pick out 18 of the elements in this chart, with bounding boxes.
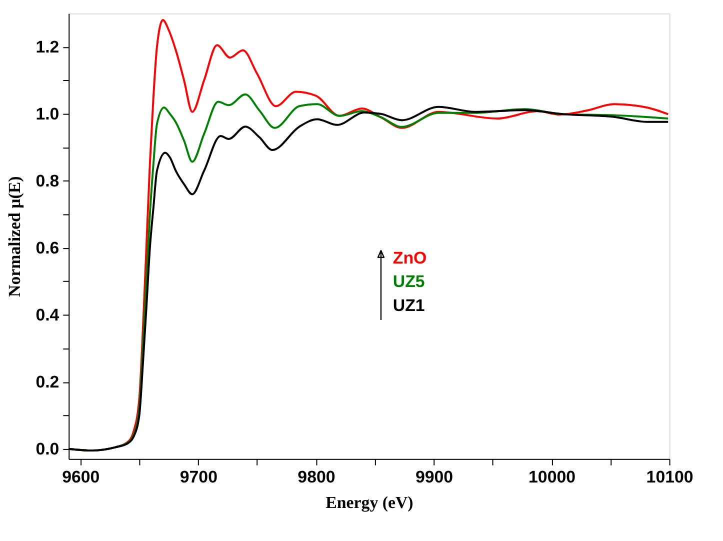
x-tick-label: 10100	[646, 467, 694, 486]
x-axis-title: Energy (eV)	[326, 493, 414, 512]
x-tick-label: 9800	[298, 467, 336, 486]
text: ZnO	[392, 248, 427, 268]
x-tick-label: 9900	[415, 467, 454, 486]
y-tick-label: 1.0	[36, 104, 60, 124]
x-tick-label: 9600	[62, 467, 100, 486]
y-tick-label: 0.2	[36, 372, 60, 392]
y-tick-label: 0.0	[36, 439, 60, 458]
x-tick-label: 10000	[528, 467, 576, 486]
x-tick-label: 9700	[180, 467, 218, 486]
text: UZ5	[392, 272, 425, 292]
y-tick-label: 0.8	[36, 171, 60, 190]
text: UZ1	[392, 296, 425, 316]
y-tick-label: 0.4	[36, 305, 60, 324]
y-tick-label: 0.6	[36, 238, 60, 258]
y-tick-label: 1.2	[36, 37, 60, 56]
y-axis-title: Normalized μ(E)	[4, 176, 24, 297]
